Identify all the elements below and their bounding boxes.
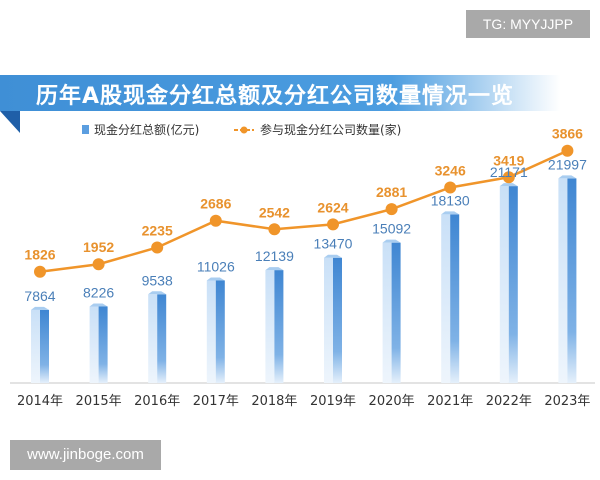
bar	[98, 306, 108, 383]
channel-badge: TG: MYYJJPP	[466, 10, 590, 38]
bar-value-label: 13470	[314, 236, 353, 252]
bar	[567, 178, 577, 383]
line-point	[92, 258, 105, 271]
bar-value-label: 21997	[548, 156, 587, 172]
bar-value-label: 15092	[372, 221, 411, 237]
bar-value-label: 9538	[142, 272, 173, 288]
bar-top	[89, 303, 108, 307]
x-tick-label: 2019年	[310, 394, 356, 409]
bar-left-face	[499, 186, 509, 383]
x-tick-label: 2020年	[369, 394, 415, 409]
line-point	[502, 171, 515, 184]
bar-value-label: 12139	[255, 248, 294, 264]
x-tick-label: 2021年	[427, 394, 473, 409]
bar-left-face	[206, 280, 216, 383]
bar-value-label: 7864	[24, 288, 55, 304]
bar	[508, 186, 518, 383]
bar-top	[499, 183, 518, 187]
chart-title: 历年A股现金分红总额及分红公司数量情况一览	[36, 84, 515, 109]
bar-left-face	[441, 214, 451, 383]
x-tick-label: 2014年	[17, 394, 63, 409]
bar-left-face	[31, 309, 40, 383]
bar-value-label: 8226	[83, 284, 114, 300]
title-banner	[0, 75, 560, 111]
line-value-label: 2235	[142, 222, 173, 238]
bar	[40, 309, 49, 383]
bar-left-face	[558, 178, 568, 383]
bar-top	[441, 211, 460, 215]
bar-top	[558, 175, 577, 179]
bar-top	[206, 277, 225, 281]
line-value-label: 2542	[259, 204, 290, 220]
x-tick-label: 2018年	[251, 394, 297, 409]
legend-line-label: 参与现金分红公司数量(家)	[260, 122, 401, 137]
bar-left-face	[148, 294, 158, 383]
bar	[157, 294, 167, 383]
line-point	[385, 203, 398, 216]
bar-value-label: 18130	[431, 192, 470, 208]
x-tick-label: 2017年	[193, 394, 239, 409]
legend-line-marker	[240, 126, 248, 134]
x-tick-label: 2022年	[486, 394, 532, 409]
bar-left-face	[265, 270, 275, 383]
bar-value-label: 11026	[197, 258, 235, 274]
bar-left-face	[89, 306, 99, 383]
bar-top	[265, 267, 284, 271]
bar-left-face	[382, 242, 392, 383]
line-point	[209, 214, 222, 227]
banner-fold	[0, 111, 20, 133]
line-value-label: 3246	[435, 163, 466, 179]
line-value-label: 1952	[83, 239, 114, 255]
line-value-label: 2881	[376, 184, 407, 200]
line-value-label: 1826	[24, 247, 55, 263]
line-point	[34, 265, 46, 278]
line-value-label: 3419	[493, 152, 524, 168]
line-value-label: 3866	[552, 126, 583, 142]
legend-bar-swatch	[82, 125, 89, 134]
watermark: www.jinboge.com	[10, 440, 161, 470]
line-point	[561, 144, 574, 157]
line-value-label: 2686	[200, 196, 231, 212]
legend-bar-label: 现金分红总额(亿元)	[94, 122, 199, 137]
bar	[215, 280, 225, 383]
line-point	[327, 218, 339, 231]
bar	[391, 242, 401, 383]
line-series	[39, 149, 568, 273]
x-tick-label: 2023年	[544, 394, 590, 409]
line-point	[444, 181, 457, 194]
x-tick-label: 2016年	[134, 394, 180, 409]
legend: 现金分红总额(亿元) 参与现金分红公司数量(家)	[82, 122, 401, 137]
bar-top	[382, 239, 401, 243]
bar	[450, 214, 460, 383]
line-point	[151, 241, 164, 254]
bar-top	[148, 291, 167, 295]
line-value-label: 2624	[317, 199, 348, 215]
bar-left-face	[324, 257, 333, 383]
bar	[333, 257, 342, 383]
x-tick-label: 2015年	[76, 394, 122, 409]
bar-top	[31, 306, 49, 310]
line-point	[268, 223, 281, 236]
bar	[274, 270, 284, 383]
bar-value-label: 21171	[490, 164, 528, 180]
bar-top	[324, 254, 342, 258]
